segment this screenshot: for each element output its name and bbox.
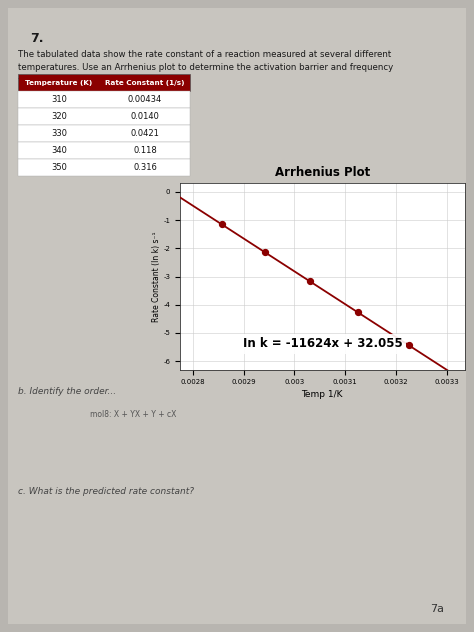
FancyBboxPatch shape — [18, 159, 190, 176]
Point — [405, 341, 413, 351]
Point — [306, 276, 314, 286]
Point — [218, 219, 226, 229]
Text: factor for the reaction.: factor for the reaction. — [18, 76, 115, 85]
Text: b. Identify the order...: b. Identify the order... — [18, 387, 116, 396]
Text: Temperature (K): Temperature (K) — [26, 80, 92, 85]
FancyBboxPatch shape — [18, 125, 190, 142]
Text: 320: 320 — [51, 112, 67, 121]
Text: 7.: 7. — [30, 32, 44, 45]
Text: 310: 310 — [51, 95, 67, 104]
Text: 0.00434: 0.00434 — [128, 95, 162, 104]
Text: 7a: 7a — [430, 604, 444, 614]
Text: 0.0421: 0.0421 — [130, 129, 159, 138]
Text: 0.0140: 0.0140 — [130, 112, 159, 121]
Text: 350: 350 — [51, 163, 67, 172]
Text: 340: 340 — [51, 146, 67, 155]
Text: The tabulated data show the rate constant of a reaction measured at several diff: The tabulated data show the rate constan… — [18, 50, 391, 59]
Text: In k = -11624x + 32.055: In k = -11624x + 32.055 — [243, 337, 402, 350]
Text: 0.118: 0.118 — [133, 146, 157, 155]
FancyBboxPatch shape — [8, 8, 466, 624]
FancyBboxPatch shape — [18, 108, 190, 125]
Title: Arrhenius Plot: Arrhenius Plot — [275, 166, 370, 179]
Text: mol8: X + YX + Y + cX: mol8: X + YX + Y + cX — [90, 410, 176, 419]
FancyBboxPatch shape — [18, 142, 190, 159]
FancyBboxPatch shape — [18, 74, 190, 91]
Text: 0.316: 0.316 — [133, 163, 157, 172]
Text: 330: 330 — [51, 129, 67, 138]
FancyBboxPatch shape — [18, 91, 190, 108]
X-axis label: Temp 1/K: Temp 1/K — [301, 389, 343, 399]
Point — [261, 247, 268, 257]
Text: temperatures. Use an Arrhenius plot to determine the activation barrier and freq: temperatures. Use an Arrhenius plot to d… — [18, 63, 393, 72]
Point — [354, 307, 362, 317]
Text: c. What is the predicted rate constant?: c. What is the predicted rate constant? — [18, 487, 194, 496]
Y-axis label: Rate Constant (ln k) s⁻¹: Rate Constant (ln k) s⁻¹ — [152, 231, 161, 322]
Text: Rate Constant (1/s): Rate Constant (1/s) — [105, 80, 185, 85]
